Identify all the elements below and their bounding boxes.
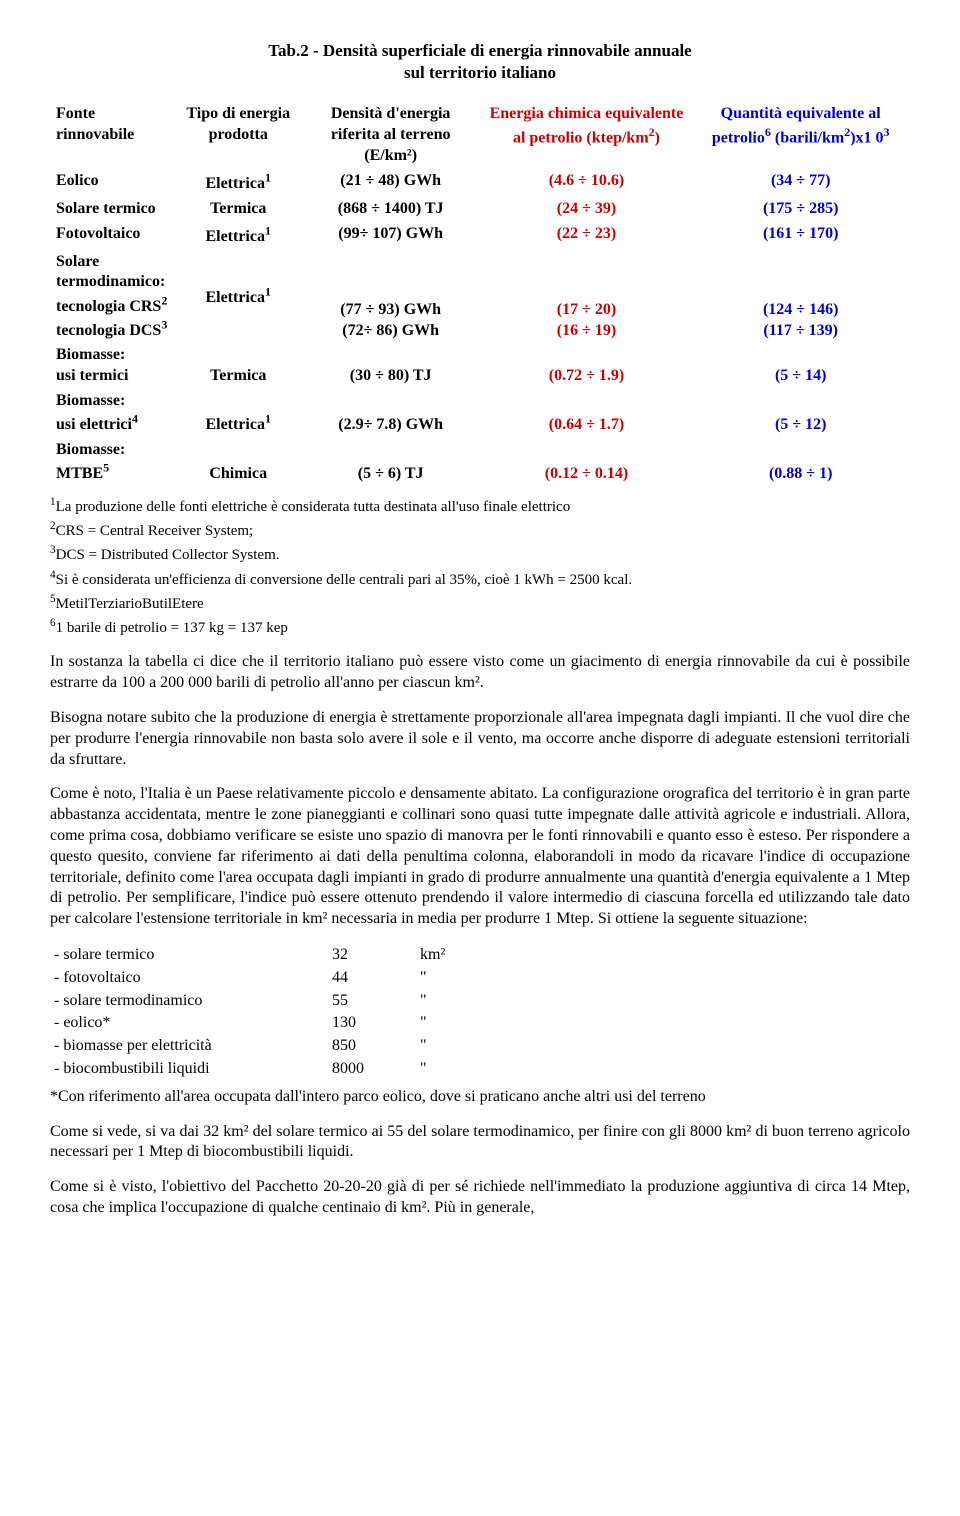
table-title: Tab.2 - Densità superficiale di energia … [50,40,910,84]
col-quantita: Quantità equivalente al petrolio6 (baril… [691,102,910,168]
col-tipo: Tipo di energia prodotta [177,102,300,168]
col-densita: Densità d'energia riferita al terreno (E… [300,102,482,168]
row-solare-termodinamico: Solare termodinamico: tecnologia CRS2 te… [50,250,910,344]
list-item: - biomasse per elettricità850" [50,1035,910,1058]
list-item: - solare termodinamico55" [50,990,910,1013]
main-table: Fonte rinnovabile Tipo di energia prodot… [50,102,910,487]
row-biomasse-mtbe: Biomasse:MTBE5 Chimica (5 ÷ 6) TJ (0.12 … [50,438,910,487]
col-fonte: Fonte rinnovabile [50,102,177,168]
list-item: - solare termico32km² [50,944,910,967]
paragraph-3: Come è noto, l'Italia è un Paese relativ… [50,784,910,930]
row-fotovoltaico: Fotovoltaico Elettrica1 (99÷ 107) GWh (2… [50,222,910,250]
list-item: - biocombustibili liquidi8000" [50,1058,910,1081]
paragraph-4: Come si vede, si va dai 32 km² del solar… [50,1122,910,1164]
row-biomasse-termici: Biomasse:usi termici Termica (30 ÷ 80) T… [50,343,910,389]
col-energia: Energia chimica equivalente al petrolio … [482,102,692,168]
list-item: - fotovoltaico44" [50,967,910,990]
area-list: - solare termico32km²- fotovoltaico44"- … [50,944,910,1081]
row-eolico: Eolico Elettrica1 (21 ÷ 48) GWh (4.6 ÷ 1… [50,169,910,197]
paragraph-1: In sostanza la tabella ci dice che il te… [50,652,910,694]
table-notes: 1La produzione delle fonti elettriche è … [50,495,910,639]
list-item: - eolico*130" [50,1012,910,1035]
paragraph-5: Come si è visto, l'obiettivo del Pacchet… [50,1177,910,1219]
row-solare-termico: Solare termico Termica (868 ÷ 1400) TJ (… [50,197,910,222]
footnote-star: *Con riferimento all'area occupata dall'… [50,1087,910,1108]
paragraph-2: Bisogna notare subito che la produzione … [50,708,910,770]
row-biomasse-elettrici: Biomasse:usi elettrici4 Elettrica1 (2.9÷… [50,389,910,438]
